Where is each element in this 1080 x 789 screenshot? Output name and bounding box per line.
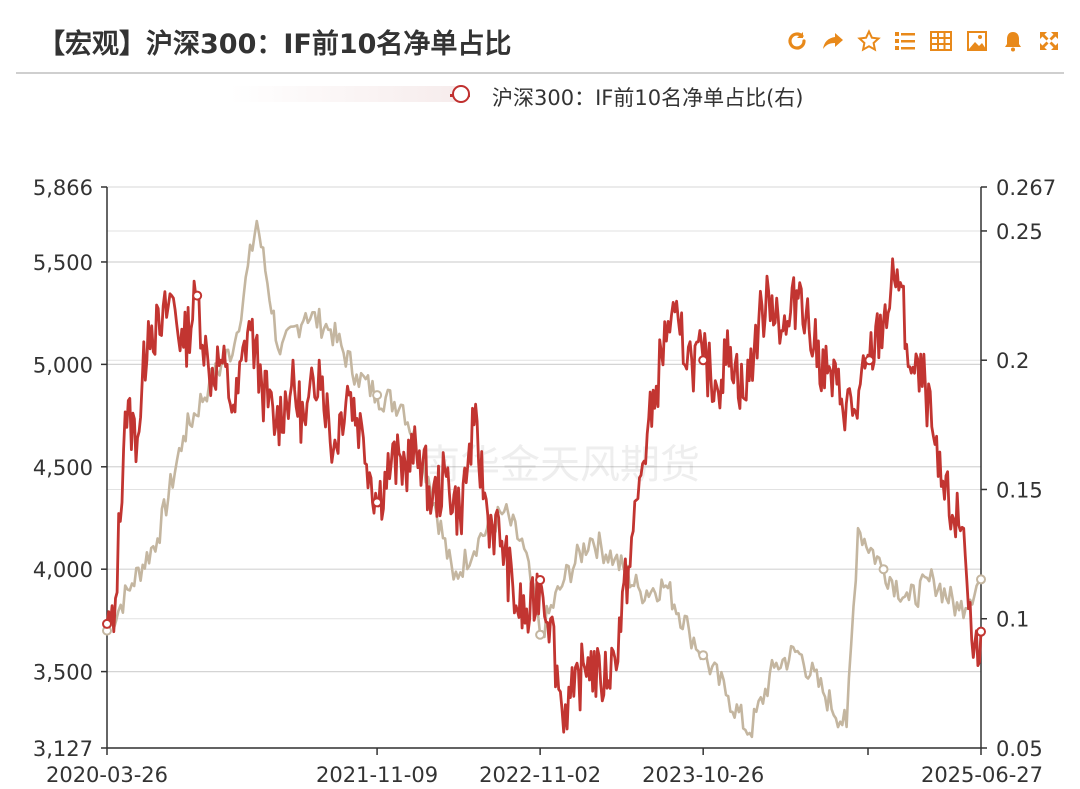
bell-icon[interactable] (1000, 28, 1026, 54)
y-right-tick-label: 0.1 (996, 608, 1029, 632)
share-icon[interactable] (820, 28, 846, 54)
series-point-if-3 (535, 574, 546, 585)
y-left-tick-label: 4,000 (33, 558, 93, 582)
star-icon[interactable] (856, 28, 882, 54)
series-point-if-1 (192, 290, 203, 301)
y-left-tick-label: 3,500 (33, 661, 93, 685)
y-left-tick-label: 3,127 (33, 737, 93, 761)
y-left-tick-label: 5,866 (33, 176, 93, 200)
x-tick-label: 2020-03-26 (46, 763, 168, 787)
y-right-tick-label: 0.05 (996, 737, 1043, 761)
y-right-tick-label: 0.15 (996, 478, 1043, 502)
legend-fade (230, 86, 460, 102)
fullscreen-icon[interactable] (1036, 28, 1062, 54)
series-point-hs300-2 (535, 629, 546, 640)
legend-marker-swatch (452, 85, 470, 103)
x-tick-label: 2025-06-27 (921, 763, 1043, 787)
series-point-if-4 (698, 355, 709, 366)
image-icon[interactable] (964, 28, 990, 54)
legend-label: 沪深300：IF前10名净单占比(右) (492, 86, 804, 110)
toolbar (784, 28, 1062, 54)
series-point-hs300-4 (878, 564, 889, 575)
series-point-if-0 (102, 618, 112, 629)
series-point-if-2 (372, 497, 383, 508)
y-left-tick-label: 5,000 (33, 353, 93, 377)
x-tick-label: 2021-11-09 (316, 763, 438, 787)
chart-header: 【宏观】沪深300：IF前10名净单占比 (0, 0, 1080, 74)
table-icon[interactable] (928, 28, 954, 54)
series-point-if-6 (976, 626, 986, 637)
legend[interactable]: 沪深300：IF前10名净单占比(右) (230, 80, 850, 110)
y-right-tick-label: 0.267 (996, 176, 1056, 200)
y-left-tick-label: 4,500 (33, 456, 93, 480)
series-point-hs300-1 (372, 390, 383, 401)
y-right-tick-label: 0.2 (996, 349, 1029, 373)
series-line-if-net-ratio (105, 257, 983, 734)
series-point-hs300-5 (976, 574, 986, 585)
series-point-hs300-3 (698, 650, 709, 661)
x-tick-label: 2022-11-02 (479, 763, 601, 787)
y-left-tick-label: 5,500 (33, 251, 93, 275)
series-point-if-5 (864, 355, 875, 366)
list-icon[interactable] (892, 28, 918, 54)
y-right-tick-label: 0.25 (996, 220, 1043, 244)
header-divider (16, 72, 1064, 74)
page-title: 【宏观】沪深300：IF前10名净单占比 (38, 29, 512, 60)
x-tick-label: 2023-10-26 (642, 763, 764, 787)
refresh-icon[interactable] (784, 28, 810, 54)
